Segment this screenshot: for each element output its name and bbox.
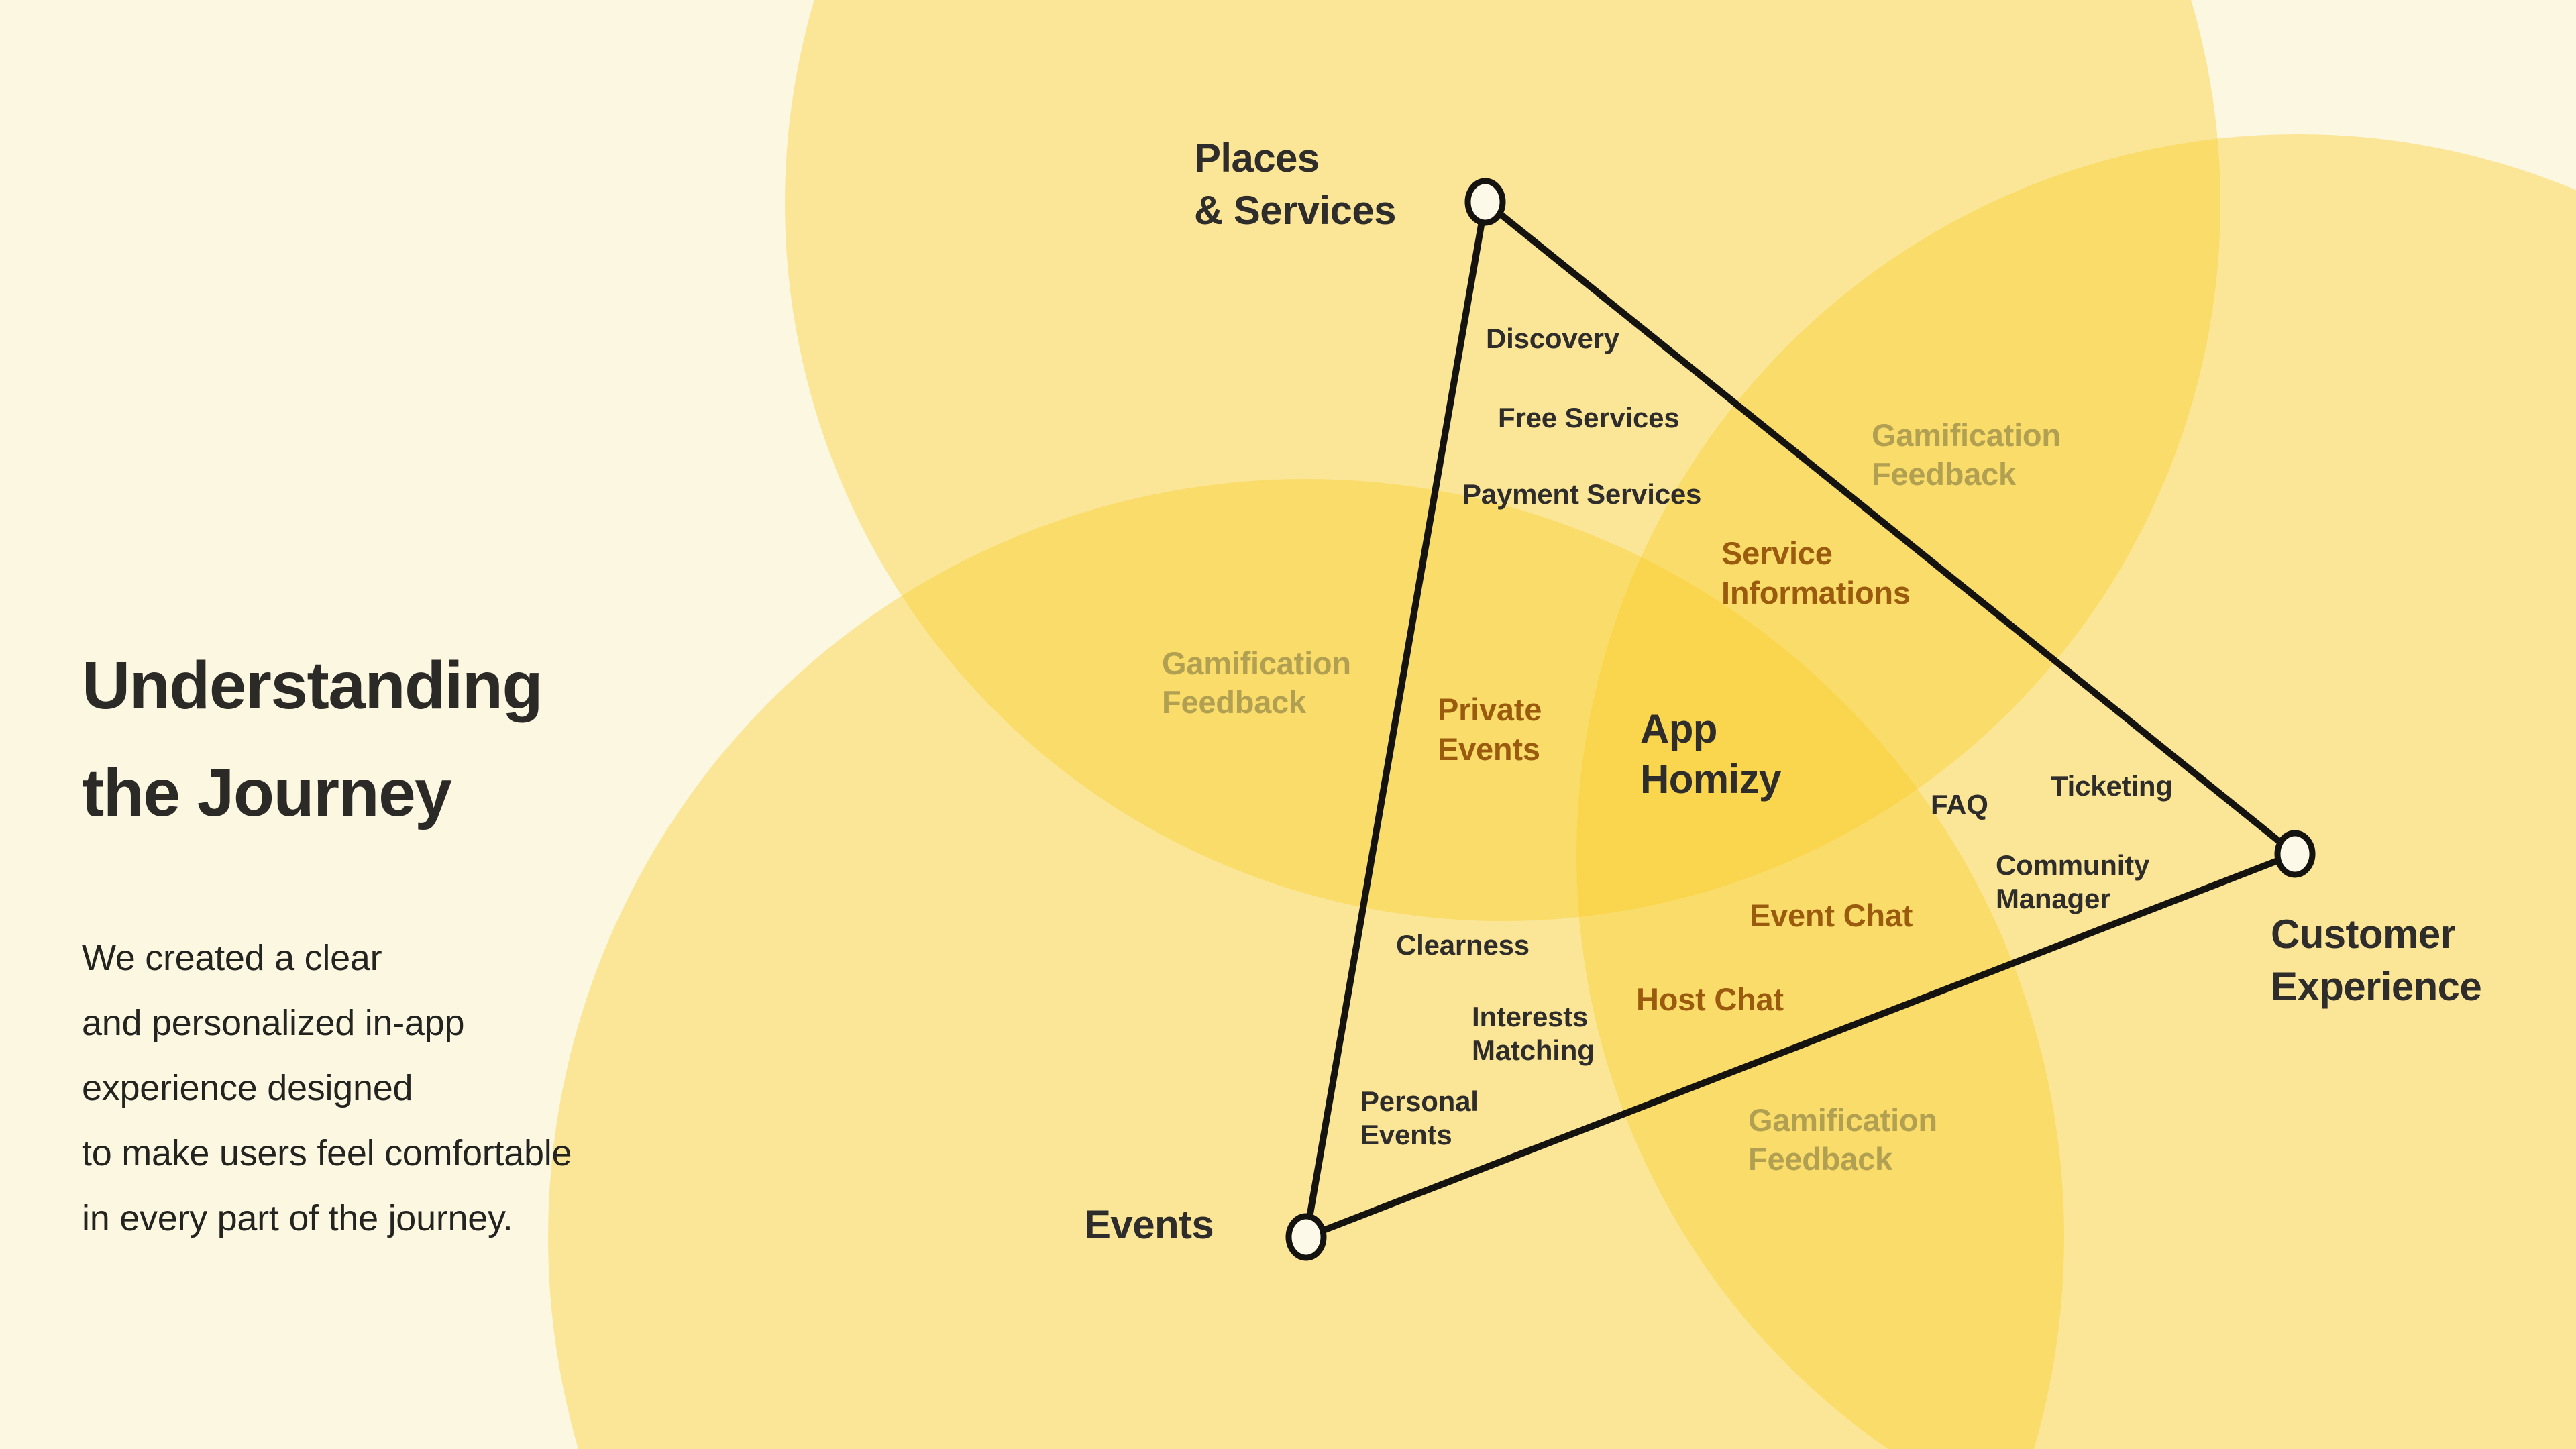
edge-customer-to-events (1305, 851, 2296, 1240)
label-gamification-feedback-top-right: Gamification Feedback (1872, 417, 2061, 492)
label-service-informations: Service Informations (1721, 535, 1911, 610)
edge-places-to-customer (1483, 199, 2298, 857)
node-places-services (1464, 178, 1506, 226)
node-customer-experience (2274, 830, 2316, 878)
label-ticketing: Ticketing (2051, 770, 2173, 802)
circle-events (548, 479, 2064, 1449)
page-title: Understanding the Journey (82, 648, 543, 830)
node-label-events: Events (1084, 1202, 1214, 1247)
label-free-services: Free Services (1498, 402, 1680, 433)
label-community-manager: Community Manager (1996, 849, 2150, 914)
label-event-chat: Event Chat (1750, 898, 1913, 933)
circle-customer-experience (1576, 134, 2576, 1449)
label-interests-matching: Interests Matching (1472, 1001, 1595, 1066)
label-host-chat: Host Chat (1636, 981, 1784, 1017)
label-private-events: Private Events (1438, 692, 1542, 767)
label-faq: FAQ (1931, 789, 1988, 820)
node-events (1285, 1213, 1327, 1261)
label-discovery: Discovery (1486, 323, 1619, 354)
label-payment-services: Payment Services (1462, 478, 1702, 510)
circle-places-services (785, 0, 2220, 921)
node-label-customer-experience: Customer Experience (2271, 912, 2482, 1009)
label-personal-events: Personal Events (1360, 1085, 1479, 1150)
center-label-app-homizy: App Homizy (1640, 706, 1781, 802)
node-label-places-services: Places & Services (1194, 136, 1396, 233)
label-gamification-feedback-left: Gamification Feedback (1162, 645, 1351, 720)
edge-events-to-places (1303, 201, 1489, 1238)
label-clearness: Clearness (1396, 929, 1529, 961)
label-gamification-feedback-bottom: Gamification Feedback (1748, 1102, 1937, 1177)
page-description: We created a clear and personalized in-a… (82, 938, 572, 1238)
